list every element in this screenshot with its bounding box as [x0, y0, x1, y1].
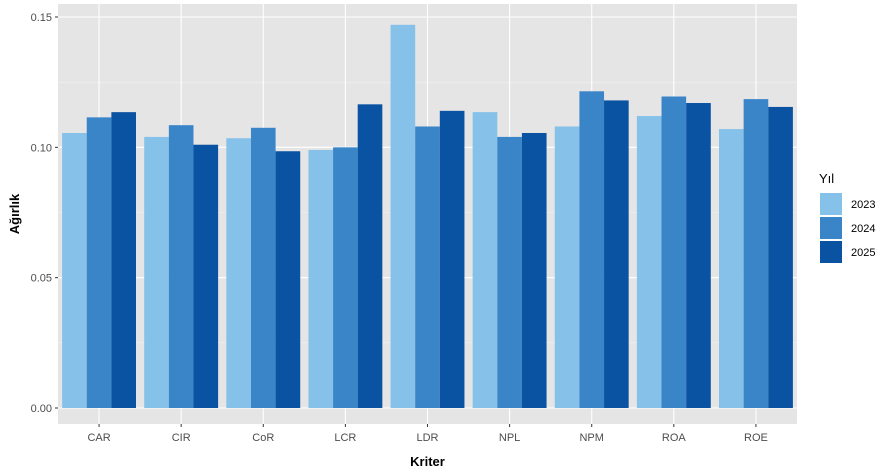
x-axis-title: Kriter: [410, 454, 445, 469]
bar-roe-2025: [768, 106, 793, 409]
x-tick-label: CoR: [252, 432, 274, 444]
bar-roe-2024: [743, 99, 769, 409]
y-tick-label: 0.10: [31, 142, 52, 154]
x-axis-ticks: CAR CIR CoR LCR LDR NPL NPM ROA ROE: [87, 424, 768, 444]
bar-npl-2024: [497, 136, 522, 408]
bar-ldr-2024: [415, 126, 440, 408]
legend-label: 2023: [851, 199, 875, 211]
y-tick-label: 0.05: [31, 273, 52, 285]
x-tick-label: ROA: [662, 432, 687, 444]
y-axis-ticks: 0.00 0.05 0.10 0.15: [31, 12, 58, 415]
bar-npm-2023: [554, 126, 580, 408]
legend-items: 2023 2024 2025: [820, 193, 875, 263]
x-tick-label: CIR: [172, 432, 191, 444]
bar-car-2024: [86, 117, 112, 409]
x-tick-label: NPL: [499, 432, 520, 444]
bar-cor-2025: [275, 151, 301, 408]
legend-key-2024: [820, 217, 842, 239]
legend-title: Yıl: [819, 171, 834, 186]
legend: Yıl 2023 2024 2025: [819, 171, 875, 263]
bar-npm-2024: [579, 91, 605, 408]
legend-label: 2025: [851, 247, 875, 259]
x-tick-label: LCR: [334, 432, 356, 444]
bar-roa-2023: [636, 116, 662, 408]
bar-cir-2024: [168, 125, 194, 408]
bar-car-2025: [111, 112, 137, 408]
bar-lcr-2023: [308, 149, 334, 408]
bar-cor-2023: [226, 138, 251, 408]
bar-lcr-2024: [333, 147, 358, 409]
legend-key-2023: [820, 193, 842, 215]
bar-cor-2024: [250, 127, 276, 409]
bar-ldr-2025: [439, 110, 465, 408]
bar-roa-2024: [661, 96, 687, 409]
x-tick-label: ROE: [744, 432, 768, 444]
bar-car-2023: [62, 132, 87, 408]
bars: [62, 24, 793, 409]
bar-npm-2025: [604, 100, 629, 408]
bar-roa-2025: [686, 103, 711, 409]
legend-key-2025: [820, 241, 842, 263]
legend-label: 2024: [851, 223, 875, 235]
bar-lcr-2025: [357, 104, 383, 408]
bar-roe-2023: [718, 129, 744, 408]
y-axis-title: Ağırlık: [7, 193, 22, 234]
y-tick-label: 0.00: [31, 403, 52, 415]
bar-npl-2023: [472, 112, 498, 408]
bar-cir-2025: [193, 144, 219, 408]
bar-cir-2023: [144, 136, 169, 408]
x-tick-label: NPM: [579, 432, 603, 444]
x-tick-label: LDR: [416, 432, 438, 444]
x-tick-label: CAR: [87, 432, 110, 444]
y-tick-label: 0.15: [31, 12, 52, 24]
bar-npl-2025: [521, 132, 547, 408]
bar-ldr-2023: [390, 24, 416, 408]
